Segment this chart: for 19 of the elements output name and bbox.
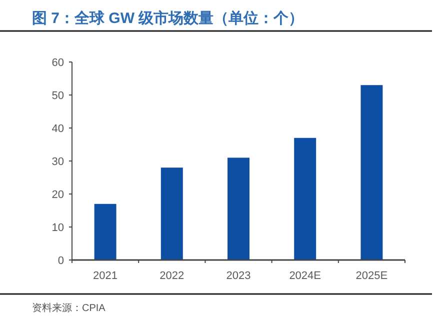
text: 资料来源：CPIA — [32, 302, 106, 314]
bar — [294, 138, 316, 260]
x-tick-label: 2025E — [356, 270, 388, 282]
y-tick-label: 50 — [52, 90, 64, 102]
x-tick-label: 2024E — [289, 270, 322, 282]
chart-title: 图 7：全球 GW 级市场数量（单位：个） — [32, 9, 304, 27]
y-tick-label: 0 — [58, 255, 64, 267]
y-tick-label: 40 — [52, 123, 64, 135]
y-tick-label: 30 — [52, 156, 64, 168]
x-tick-label: 2021 — [93, 270, 118, 282]
bar — [160, 168, 183, 260]
bar — [94, 204, 116, 260]
x-tick-label: 2023 — [226, 270, 251, 282]
x-tick-label: 2022 — [160, 270, 184, 282]
bar — [360, 85, 383, 260]
y-tick-label: 20 — [52, 189, 64, 201]
bar — [228, 158, 250, 260]
y-tick-label: 60 — [52, 57, 64, 69]
y-tick-label: 10 — [52, 222, 64, 234]
